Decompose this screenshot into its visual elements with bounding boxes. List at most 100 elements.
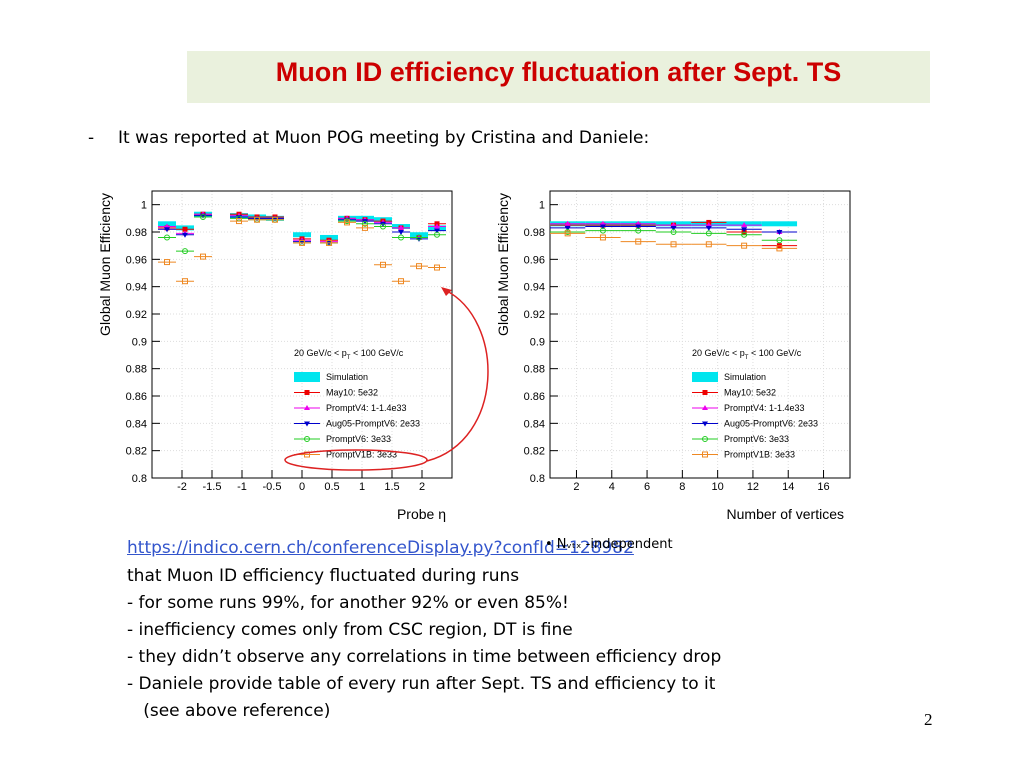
y-tick-label: 0.98 — [524, 227, 545, 239]
y-tick-label: 0.92 — [524, 309, 545, 321]
grid-group — [152, 191, 452, 479]
data-point — [362, 224, 368, 231]
data-point — [236, 218, 242, 225]
data-point — [776, 237, 783, 244]
data-point — [164, 259, 170, 266]
x-tick-label: -1.5 — [203, 481, 222, 493]
data-point — [182, 278, 188, 285]
intro-bullet: - It was reported at Muon POG meeting by … — [88, 128, 649, 148]
legend-swatch — [692, 372, 718, 382]
y-axis-label: Global Muon Efficiency — [97, 193, 113, 336]
page-number: 2 — [924, 710, 933, 729]
y-tick-label: 1 — [539, 200, 545, 212]
data-point — [670, 229, 677, 235]
data-point — [164, 227, 170, 233]
arrow-head-icon — [441, 287, 452, 296]
x-tick-label: 4 — [609, 481, 615, 493]
data-point — [299, 239, 305, 246]
body-line-5: - Daniele provide table of every run aft… — [127, 674, 716, 694]
annotation-arrow-path — [426, 289, 489, 462]
data-point — [416, 236, 422, 242]
legend-entry: PromptV1B: 3e33 — [326, 450, 397, 460]
plot-frame — [151, 190, 453, 479]
legend-entry: Simulation — [724, 372, 766, 382]
x-tick-label: -2 — [177, 481, 187, 493]
x-tick-label: -1 — [237, 481, 247, 493]
legend-marker — [702, 421, 708, 427]
y-tick-label: 0.9 — [132, 336, 147, 348]
data-point — [741, 227, 748, 233]
chart-svg-0: 0.8 0.82 0.84 0.86 0.88 0.9 0.92 0.94 0.96 0.98 1 -… — [97, 190, 453, 522]
bullet-dash: - — [88, 128, 95, 148]
y-axis-label: Global Muon Efficiency — [495, 193, 511, 336]
series-5 — [550, 230, 798, 252]
data-point — [182, 226, 188, 232]
data-point — [398, 230, 404, 235]
data-point — [416, 234, 422, 241]
data-point — [599, 224, 606, 230]
legend-header: 20 GeV/c < pT < 100 GeV/c — [294, 348, 404, 361]
legend-header: 20 GeV/c < pT < 100 GeV/c — [692, 348, 802, 361]
data-point — [398, 278, 404, 285]
y-tick-label: 0.88 — [126, 364, 147, 376]
body-line-1: that Muon ID efficiency fluctuated durin… — [127, 566, 520, 586]
body-line-4: - they didn’t observe any correlations i… — [127, 647, 722, 667]
slide-title: Muon ID efficiency fluctuation after Sep… — [275, 57, 842, 87]
data-point — [705, 230, 712, 237]
x-tick-label: 10 — [712, 481, 724, 493]
data-point — [776, 230, 783, 235]
data-point — [564, 225, 571, 231]
legend: 20 GeV/c < pT < 100 GeV/c Simulation May10… — [692, 348, 818, 460]
legend-entry: Aug05-PromptV6: 2e33 — [724, 419, 818, 429]
y-tick-label: 0.84 — [524, 418, 545, 430]
y-tick-label: 0.92 — [126, 309, 147, 321]
legend-marker — [304, 390, 310, 395]
title-box: Muon ID efficiency fluctuation after Sep… — [187, 51, 930, 103]
legend-marker — [702, 390, 708, 395]
y-tick-label: 0.82 — [524, 446, 545, 458]
plot-frame — [549, 190, 851, 479]
y-tick-label: 0.8 — [132, 473, 147, 485]
legend-marker — [304, 421, 310, 427]
legend-marker — [702, 451, 708, 458]
legend-entry: PromptV4: 1-1.4e33 — [326, 403, 407, 413]
simulation-band — [293, 232, 311, 238]
legend-marker — [304, 436, 310, 442]
eta-efficiency-plot: 0.8 0.82 0.84 0.86 0.88 0.9 0.92 0.94 0.96 0.98 1 -… — [92, 180, 466, 534]
data-point — [254, 216, 260, 223]
x-tick-label: 1 — [359, 481, 365, 493]
legend-entry: Simulation — [326, 372, 368, 382]
simulation-band — [761, 221, 798, 227]
indico-link[interactable]: https://indico.cern.ch/conferenceDisplay… — [127, 538, 634, 558]
x-tick-label: 1.5 — [384, 481, 399, 493]
data-point — [670, 241, 677, 248]
y-tick-label: 0.84 — [126, 418, 147, 430]
x-tick-label: 14 — [782, 481, 794, 493]
legend-marker — [702, 405, 708, 410]
y-tick-label: 0.96 — [524, 254, 545, 266]
y-tick-label: 0.94 — [524, 282, 545, 294]
data-point — [164, 234, 170, 241]
legend-entry: PromptV4: 1-1.4e33 — [724, 403, 805, 413]
x-tick-label: 12 — [747, 481, 759, 493]
x-tick-label: 16 — [817, 481, 829, 493]
y-tick-label: 0.98 — [126, 227, 147, 239]
body-line-6: (see above reference) — [127, 701, 331, 721]
data-point — [741, 231, 748, 238]
x-tick-label: 0 — [299, 481, 305, 493]
highlight-annotation — [284, 287, 489, 471]
y-tick-label: 0.88 — [524, 364, 545, 376]
data-point — [434, 223, 440, 229]
x-tick-label: 2 — [573, 481, 579, 493]
y-tick-label: 1 — [141, 200, 147, 212]
data-point — [599, 234, 606, 241]
x-axis-label: Number of vertices — [727, 506, 844, 522]
chart-svg-1: 0.80.820.840.860.880.90.920.940.960.9812… — [495, 190, 851, 522]
x-tick-label: 0.5 — [324, 481, 339, 493]
data-point — [326, 239, 332, 246]
legend-swatch — [294, 372, 320, 382]
data-point — [599, 227, 606, 234]
legend-marker — [304, 451, 310, 458]
legend-entry: May10: 5e32 — [326, 388, 378, 398]
data-point — [776, 245, 783, 252]
